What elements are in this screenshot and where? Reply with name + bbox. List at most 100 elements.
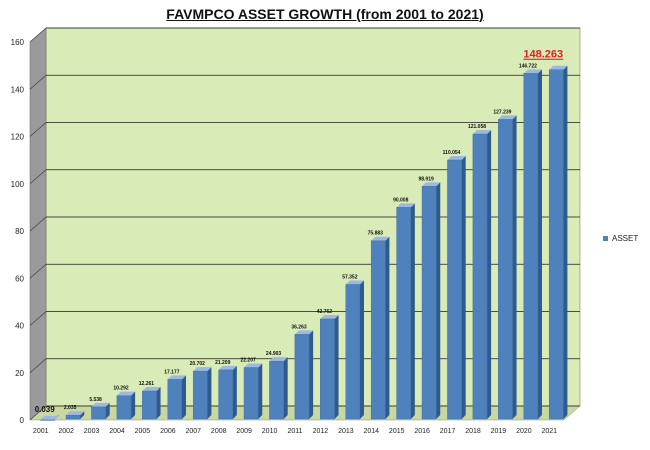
bar <box>396 207 412 420</box>
x-tick-label: 2006 <box>160 428 176 435</box>
bar-side <box>359 280 364 419</box>
bar-side <box>563 65 568 419</box>
bar-top <box>244 363 263 368</box>
bar-top <box>345 280 364 285</box>
bar-top <box>523 69 542 74</box>
legend-swatch <box>603 236 608 241</box>
bar <box>548 69 564 420</box>
y-tick-label: 140 <box>11 85 25 94</box>
data-label: 121.058 <box>468 124 486 130</box>
x-tick-label: 2009 <box>236 428 252 435</box>
data-label: 2.035 <box>64 405 77 411</box>
x-tick-label: 2011 <box>287 428 302 435</box>
bar-top <box>498 115 517 120</box>
x-tick-label: 2013 <box>338 428 354 435</box>
bar-top <box>40 415 59 420</box>
bar-top <box>142 387 161 392</box>
bar <box>167 379 183 420</box>
bar <box>472 133 488 420</box>
data-label: 22.207 <box>240 358 256 364</box>
data-label: 110.054 <box>443 150 461 156</box>
bar-top <box>320 314 339 319</box>
x-tick-label: 2015 <box>389 428 405 435</box>
data-label: 12.261 <box>139 381 155 387</box>
x-tick-label: 2014 <box>363 428 379 435</box>
data-label: 75.883 <box>368 231 384 237</box>
bar-top <box>371 236 390 241</box>
bar-side <box>181 375 186 419</box>
x-tick-label: 2010 <box>262 428 278 435</box>
legend-label: ASSET <box>612 234 638 243</box>
x-tick-label: 2020 <box>516 428 532 435</box>
bar-top <box>66 411 85 416</box>
data-label: 148.263 <box>523 49 563 61</box>
data-label: 21.209 <box>215 360 231 366</box>
bar-side <box>537 69 542 420</box>
bar-side <box>283 357 288 419</box>
y-tick-label: 160 <box>11 38 25 47</box>
bar-top <box>167 375 186 380</box>
x-tick-label: 2012 <box>313 428 329 435</box>
bar-top <box>193 367 212 372</box>
bar <box>320 318 335 420</box>
bar <box>370 240 386 420</box>
bar-side <box>410 203 415 419</box>
x-tick-label: 2003 <box>84 428 100 435</box>
bar-side <box>436 182 441 419</box>
y-tick-label: 0 <box>20 416 25 425</box>
data-label: 20.702 <box>190 361 206 367</box>
bar-side <box>80 411 85 419</box>
data-label: 57.352 <box>342 275 358 281</box>
bar-side <box>258 363 263 419</box>
x-tick-label: 2004 <box>109 428 125 435</box>
data-label: 127.239 <box>493 109 511 115</box>
bar-top <box>116 391 136 396</box>
bar-side <box>309 330 314 419</box>
bar-top <box>91 402 110 407</box>
bar-side <box>232 365 237 419</box>
bar <box>269 360 284 420</box>
bar <box>116 395 132 420</box>
y-tick-label: 100 <box>11 180 25 189</box>
bar-side <box>512 115 517 420</box>
gridline-side <box>29 311 47 326</box>
x-tick-label: 2008 <box>211 428 227 435</box>
gridline-side <box>29 27 47 43</box>
y-tick-label: 40 <box>15 322 24 331</box>
bar-top <box>472 130 492 135</box>
x-tick-label: 2018 <box>465 428 481 435</box>
data-label: 42.762 <box>317 309 333 315</box>
bar-top <box>447 155 466 160</box>
x-tick-label: 2005 <box>135 428 151 435</box>
data-label: 5.538 <box>89 397 102 403</box>
gridline-side <box>29 264 47 279</box>
x-tick-label: 2021 <box>541 428 557 435</box>
bar <box>142 390 157 420</box>
y-tick-label: 80 <box>15 227 24 236</box>
bar-side <box>334 314 339 419</box>
data-label: 90.008 <box>393 197 409 203</box>
x-tick-label: 2001 <box>33 428 49 435</box>
bar-top <box>269 357 288 362</box>
data-label: 146.722 <box>519 63 537 69</box>
gridline-side <box>29 122 47 137</box>
bar <box>345 284 361 420</box>
bar <box>294 334 310 420</box>
bar-side <box>487 130 492 419</box>
bar <box>40 419 56 421</box>
x-tick-label: 2007 <box>185 428 201 435</box>
x-tick-label: 2017 <box>440 428 456 435</box>
bar-side <box>385 236 390 419</box>
bar-side <box>156 387 161 419</box>
bar-top <box>396 203 415 208</box>
x-tick-label: 2002 <box>58 428 74 435</box>
gridline-side <box>29 169 47 184</box>
bar <box>65 414 81 420</box>
gridline-side <box>29 75 47 90</box>
bar-top <box>422 182 441 187</box>
x-tick-label: 2019 <box>491 428 507 435</box>
y-tick-label: 20 <box>15 369 24 378</box>
data-label: 10.292 <box>113 386 129 392</box>
